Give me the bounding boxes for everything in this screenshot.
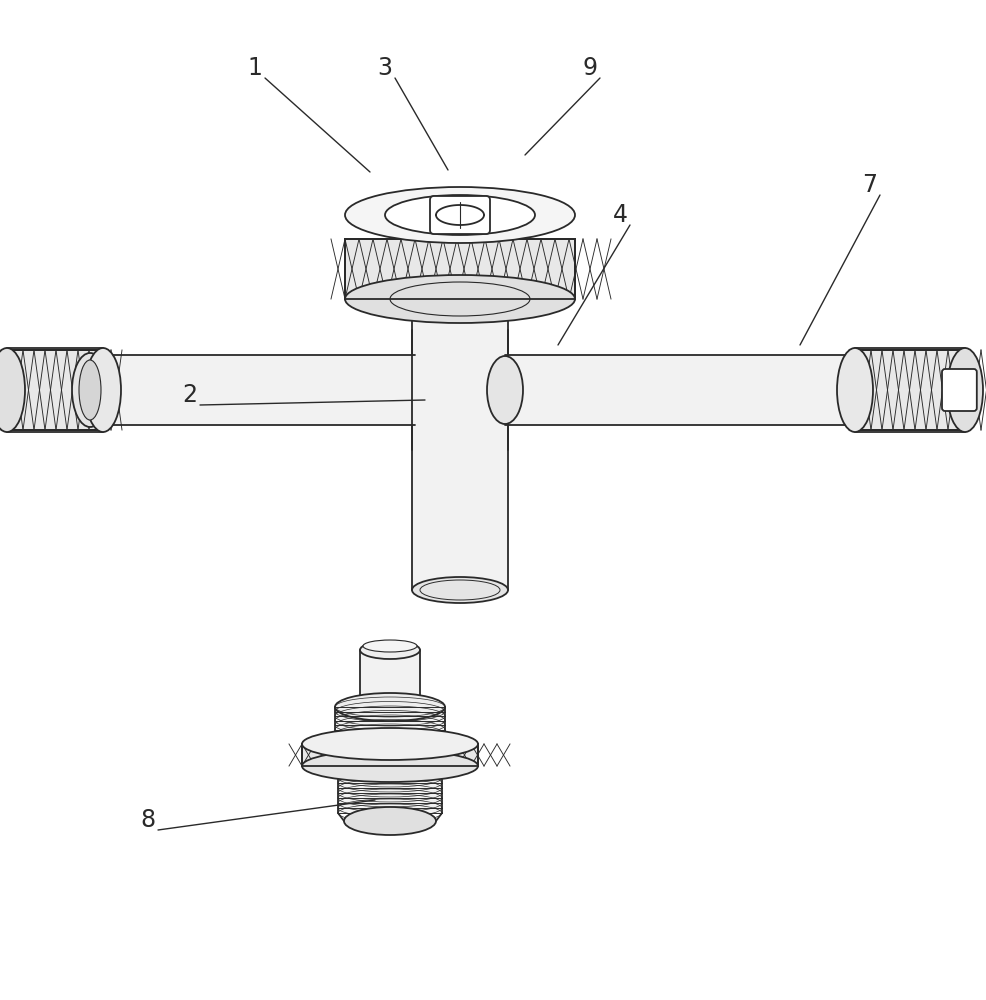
Ellipse shape (836, 348, 872, 432)
Bar (12, 350, 98, 430)
Ellipse shape (363, 640, 416, 652)
Ellipse shape (302, 728, 477, 760)
Ellipse shape (946, 348, 982, 432)
Bar (334, 707, 445, 752)
Bar (859, 350, 959, 430)
Text: 4: 4 (612, 203, 627, 227)
Ellipse shape (345, 275, 575, 323)
Ellipse shape (0, 348, 25, 432)
FancyBboxPatch shape (941, 369, 976, 411)
Ellipse shape (345, 187, 575, 243)
Bar (12, 350, 98, 430)
Ellipse shape (486, 356, 523, 424)
Ellipse shape (411, 577, 508, 603)
Ellipse shape (72, 353, 107, 427)
Bar (302, 744, 477, 766)
Ellipse shape (85, 348, 121, 432)
Bar (90, 355, 414, 425)
Bar (345, 239, 575, 299)
Bar (505, 355, 869, 425)
Bar (7, 348, 103, 432)
Text: 2: 2 (182, 383, 197, 407)
FancyBboxPatch shape (430, 196, 489, 234)
Ellipse shape (79, 360, 101, 420)
Text: 8: 8 (140, 808, 156, 832)
Bar (411, 275, 508, 590)
Bar (337, 768, 442, 813)
Bar (360, 650, 420, 705)
Ellipse shape (344, 807, 436, 835)
Ellipse shape (385, 195, 534, 235)
Bar (859, 350, 959, 430)
Bar (345, 239, 575, 299)
Text: 1: 1 (247, 56, 262, 80)
Bar (302, 744, 477, 766)
Text: 9: 9 (582, 56, 597, 80)
Bar (854, 348, 964, 432)
Ellipse shape (302, 750, 477, 782)
Ellipse shape (360, 641, 420, 659)
Ellipse shape (337, 757, 442, 779)
Text: 7: 7 (862, 173, 877, 197)
Ellipse shape (334, 693, 445, 721)
Text: 3: 3 (377, 56, 392, 80)
